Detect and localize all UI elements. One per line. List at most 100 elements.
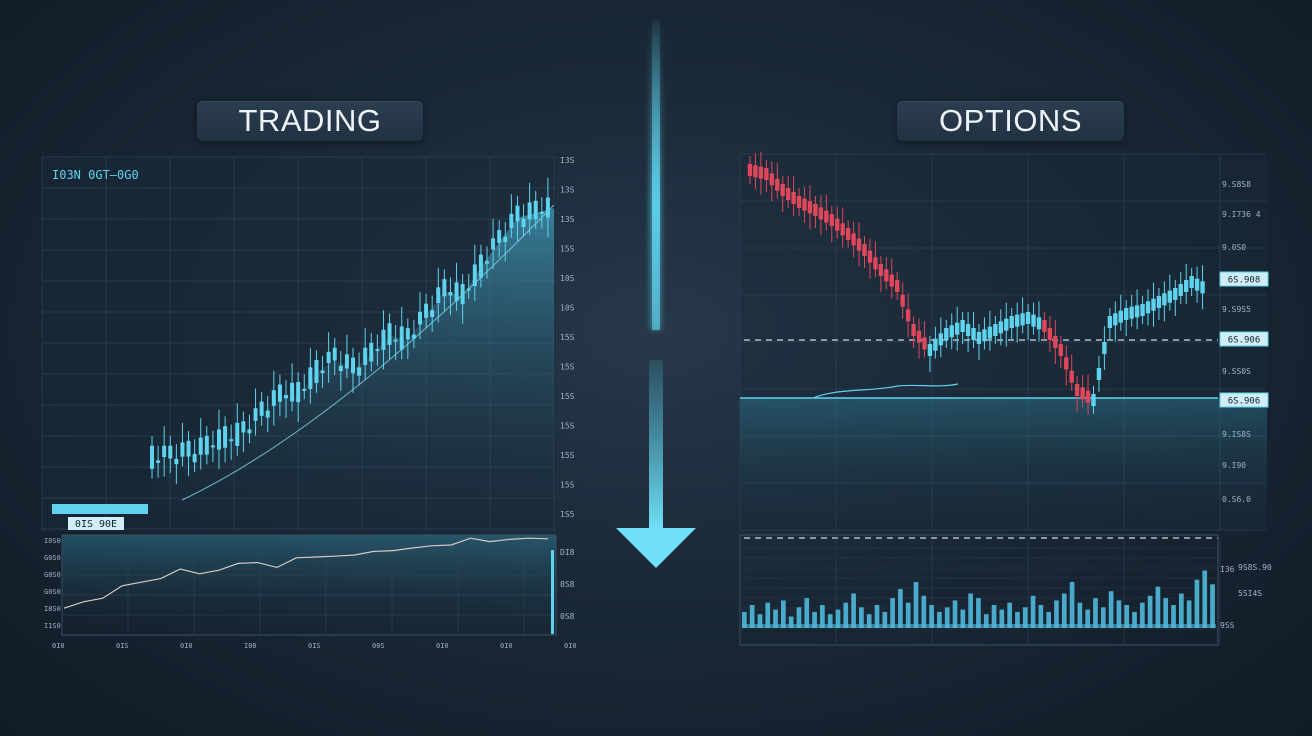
subchart-x-label: 0I0 bbox=[52, 642, 65, 650]
volume-bar bbox=[991, 605, 997, 628]
volume-panel bbox=[739, 534, 1219, 646]
subchart-scroll-indicator bbox=[551, 550, 554, 634]
y-tick-label: 10S bbox=[560, 304, 575, 313]
down-arrow-icon bbox=[612, 20, 700, 570]
candle-body bbox=[375, 349, 380, 352]
candle-body bbox=[521, 218, 526, 228]
subchart-x-label: 0I0 bbox=[180, 642, 193, 650]
candle-body bbox=[753, 165, 758, 178]
candle-body bbox=[1151, 298, 1156, 311]
subchart-y-label: G0S0 bbox=[44, 588, 61, 596]
candle-body bbox=[764, 168, 769, 180]
candle-body bbox=[976, 332, 982, 344]
volume-bar bbox=[835, 609, 841, 628]
candle-body bbox=[265, 410, 270, 418]
candle-body bbox=[290, 382, 295, 402]
candle-body bbox=[856, 238, 862, 251]
candle-body bbox=[1129, 306, 1134, 319]
candle-body bbox=[369, 342, 374, 362]
y-tick-label: 9.S9S5 bbox=[1222, 305, 1251, 314]
candle-body bbox=[1107, 316, 1113, 328]
candle-body bbox=[971, 328, 976, 340]
volume-bar bbox=[1038, 605, 1044, 628]
y-tick-label: 9.0S0 bbox=[1222, 243, 1246, 252]
volume-label: 5SI4S bbox=[1238, 589, 1262, 598]
y-tick-label: 15S bbox=[560, 363, 575, 372]
candle-body bbox=[878, 264, 884, 276]
candle-body bbox=[1200, 281, 1205, 294]
candle-body bbox=[363, 347, 368, 365]
volume-bar bbox=[1155, 586, 1161, 628]
candle-body bbox=[150, 445, 154, 469]
candle-body bbox=[1042, 320, 1047, 332]
volume-bar bbox=[898, 588, 903, 628]
options-thin-line bbox=[812, 383, 959, 399]
subchart-y-label: I1S0 bbox=[44, 622, 61, 630]
candle-body bbox=[332, 347, 337, 361]
volume-bar bbox=[1046, 611, 1052, 628]
candle-body bbox=[1183, 280, 1189, 292]
candle-body bbox=[448, 292, 453, 296]
trading-area-fill bbox=[152, 208, 554, 531]
candle-body bbox=[302, 388, 307, 391]
candle-body bbox=[198, 437, 203, 455]
subchart-x-label: 0I0 bbox=[564, 642, 577, 650]
candle-body bbox=[1118, 310, 1123, 323]
volume-bar bbox=[749, 605, 755, 628]
candle-body bbox=[922, 337, 927, 350]
volume-bar bbox=[882, 611, 888, 628]
candle-body bbox=[545, 197, 550, 218]
y-tick-label: 9.IS8S bbox=[1222, 430, 1251, 439]
volume-bar bbox=[1022, 607, 1028, 628]
volume-bar bbox=[1054, 600, 1059, 628]
candle-body bbox=[873, 257, 878, 270]
candle-body bbox=[241, 421, 246, 433]
y-tick-label: 9.S8S8 bbox=[1222, 180, 1251, 189]
candle-body bbox=[442, 279, 447, 297]
volume-bar bbox=[796, 607, 802, 628]
candle-body bbox=[747, 164, 753, 176]
volume-label: 9SS bbox=[1220, 621, 1235, 630]
volume-bar bbox=[921, 595, 927, 628]
y-tick-label: 13S bbox=[560, 186, 575, 195]
price-box-label: 0IS 90E bbox=[75, 519, 117, 530]
candle-body bbox=[485, 261, 489, 264]
candle-body bbox=[998, 321, 1004, 334]
candle-body bbox=[960, 320, 965, 332]
volume-bar bbox=[788, 616, 794, 628]
volume-bar bbox=[757, 614, 763, 628]
candle-body bbox=[1047, 328, 1053, 340]
volume-bar bbox=[1210, 584, 1215, 628]
price-tag bbox=[1219, 271, 1269, 287]
candle-body bbox=[503, 236, 508, 243]
subchart-x-label: 0I0 bbox=[500, 642, 513, 650]
price-tag-label: 6S.906 bbox=[1228, 336, 1261, 346]
candle-body bbox=[807, 201, 813, 214]
candle-body bbox=[791, 192, 796, 204]
candle-body bbox=[253, 408, 258, 421]
candle-body bbox=[156, 460, 161, 463]
volume-bar bbox=[1100, 607, 1106, 628]
candle-body bbox=[277, 384, 282, 402]
candle-body bbox=[1156, 296, 1162, 308]
subchart-x-label: 00S bbox=[372, 642, 385, 650]
candle-body bbox=[862, 244, 867, 256]
candle-body bbox=[351, 357, 355, 374]
volume-bar bbox=[890, 598, 895, 628]
volume-bar bbox=[859, 607, 864, 628]
candle-body bbox=[418, 311, 422, 325]
candle-body bbox=[1014, 314, 1020, 327]
subchart-y-label: I0S0 bbox=[44, 537, 61, 545]
candle-body bbox=[993, 324, 998, 336]
candle-body bbox=[424, 303, 429, 318]
trading-title: TRADING bbox=[197, 101, 423, 141]
candle-body bbox=[1113, 313, 1118, 326]
subchart-x-label: I00 bbox=[244, 642, 257, 650]
volume-bar bbox=[1030, 595, 1036, 628]
candle-body bbox=[1020, 313, 1025, 326]
volume-bar bbox=[968, 593, 973, 628]
volume-label: I36 bbox=[1220, 565, 1235, 574]
y-tick-label: I3S bbox=[560, 156, 575, 165]
y-tick-label: 15S bbox=[560, 333, 575, 342]
